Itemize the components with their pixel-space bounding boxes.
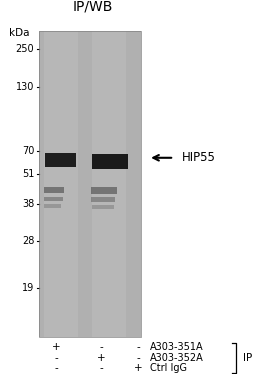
Bar — [92, 154, 128, 169]
Text: HIP55: HIP55 — [182, 151, 215, 164]
Text: +: + — [97, 353, 105, 363]
Bar — [92, 205, 114, 209]
Text: 38: 38 — [22, 199, 34, 209]
Text: +: + — [52, 342, 61, 352]
Text: IP/WB: IP/WB — [72, 0, 113, 14]
Bar — [44, 31, 78, 337]
Text: -: - — [55, 364, 58, 374]
Bar — [44, 187, 64, 193]
Text: 70: 70 — [22, 145, 34, 156]
Text: kDa: kDa — [9, 28, 30, 38]
Bar — [45, 153, 76, 167]
Text: 250: 250 — [16, 44, 34, 54]
Bar — [92, 31, 126, 337]
Text: -: - — [136, 342, 140, 352]
Bar — [91, 187, 117, 194]
Bar — [39, 31, 141, 337]
Bar — [44, 197, 63, 201]
Text: -: - — [99, 342, 103, 352]
Bar — [91, 197, 115, 202]
Text: IP: IP — [243, 353, 252, 363]
Text: Ctrl IgG: Ctrl IgG — [150, 364, 187, 374]
Bar — [39, 31, 141, 337]
Text: A303-352A: A303-352A — [150, 353, 204, 363]
Text: A303-351A: A303-351A — [150, 342, 204, 352]
Text: -: - — [55, 353, 58, 363]
Bar — [45, 205, 61, 208]
Text: 130: 130 — [16, 82, 34, 92]
Text: 19: 19 — [22, 283, 34, 293]
Text: -: - — [99, 364, 103, 374]
Text: +: + — [134, 364, 142, 374]
Text: 51: 51 — [22, 169, 34, 179]
Text: -: - — [136, 353, 140, 363]
Text: 28: 28 — [22, 236, 34, 246]
